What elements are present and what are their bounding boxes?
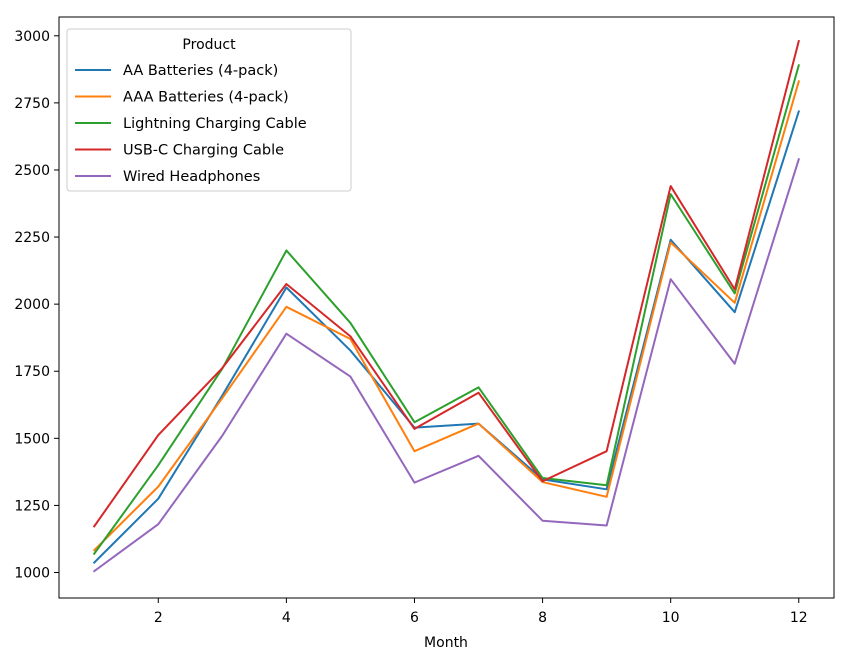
legend-box [66, 28, 352, 192]
x-axis: 2 4 6 8 10 12 [154, 598, 808, 626]
legend-item: AA Batteries (4-pack) [75, 63, 278, 79]
legend-items: AA Batteries (4-pack) AAA Batteries (4-pa… [75, 63, 307, 185]
series-3 [92, 39, 800, 528]
y-tick-label: 2000 [14, 297, 50, 313]
y-tick-label: 2250 [14, 230, 50, 246]
legend-title: Product [182, 37, 236, 53]
y-tick-label: 2750 [14, 96, 50, 112]
legend-item: Lightning Charging Cable [75, 116, 307, 132]
y-tick-label: 1000 [14, 566, 50, 582]
series-line [92, 39, 800, 528]
legend-label: AAA Batteries (4-pack) [123, 90, 289, 106]
x-tick-label: 6 [410, 610, 419, 626]
y-tick-label: 3000 [14, 29, 50, 45]
legend-label: USB-C Charging Cable [123, 143, 284, 159]
x-tick-label: 8 [538, 610, 547, 626]
plot-frame [58, 16, 835, 599]
x-axis-label: Month [424, 635, 468, 651]
series-line [92, 157, 801, 573]
y-tick-label: 1500 [14, 431, 50, 447]
x-tick-label: 12 [790, 610, 808, 626]
y-tick-label: 1250 [14, 498, 50, 514]
legend-label: Lightning Charging Cable [123, 116, 307, 132]
legend-label: Wired Headphones [123, 169, 260, 185]
legend-item: Wired Headphones [75, 169, 260, 185]
legend-item: AAA Batteries (4-pack) [75, 90, 289, 106]
x-tick-label: 10 [662, 610, 680, 626]
y-tick-label: 1750 [14, 364, 50, 380]
x-tick-label: 2 [154, 610, 163, 626]
series-4 [92, 157, 801, 573]
series-layer [92, 39, 801, 573]
legend-label: AA Batteries (4-pack) [123, 63, 278, 79]
legend-item: USB-C Charging Cable [75, 143, 284, 159]
series-line [92, 80, 801, 552]
series-line [92, 64, 801, 556]
y-axis: 1000 1250 1500 1750 2000 2250 2500 2750 3000 [14, 29, 59, 582]
x-tick-label: 4 [282, 610, 291, 626]
y-tick-label: 2500 [14, 163, 50, 179]
legend: Product AA Batteries (4-pack) AAA Batteri… [66, 28, 352, 192]
